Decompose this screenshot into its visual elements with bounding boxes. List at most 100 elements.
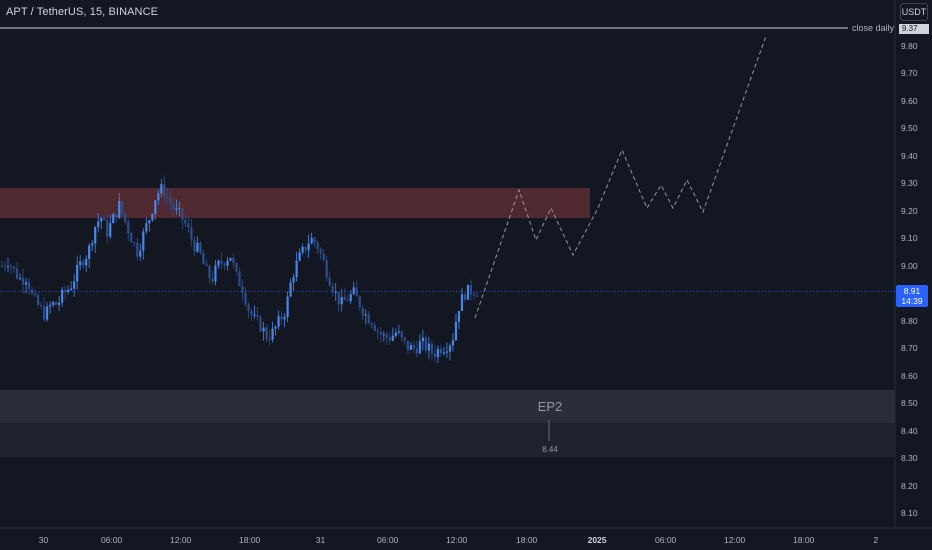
price-tick-label: 9.70: [901, 68, 918, 79]
candle-body: [241, 286, 244, 293]
candle-body: [361, 307, 364, 316]
candle-body: [52, 302, 55, 306]
candle-body: [358, 296, 361, 308]
candle-body: [61, 289, 64, 303]
time-tick-label: 06:00: [377, 535, 399, 545]
time-tick-label: 30: [38, 535, 49, 545]
candle-body: [100, 218, 103, 222]
candle-body: [277, 316, 280, 327]
candle-body: [76, 265, 79, 282]
candle-body: [39, 305, 43, 307]
candle-body: [457, 310, 461, 322]
candle-body: [244, 292, 247, 305]
symbol-title[interactable]: APT / TetherUS, 15, BINANCE: [6, 6, 159, 18]
candle-body: [3, 265, 7, 267]
time-tick-label: 18:00: [239, 535, 261, 545]
candle-body: [223, 263, 226, 266]
candle-body: [67, 289, 70, 293]
price-tick-label: 9.40: [901, 150, 918, 161]
candle-body: [463, 294, 467, 300]
candle-body: [112, 214, 115, 224]
candle-body: [472, 294, 476, 296]
time-tick-label: 12:00: [446, 535, 468, 545]
candle-body: [439, 348, 443, 354]
bar-countdown: 14:39: [901, 296, 923, 306]
candle-body: [421, 337, 424, 342]
candle-body: [280, 316, 283, 320]
candle-body: [64, 289, 67, 293]
candle-body: [193, 239, 196, 252]
candle-body: [379, 331, 382, 335]
candle-body: [124, 213, 127, 222]
ep2-zone-lower[interactable]: [0, 423, 895, 457]
candle-body: [391, 335, 394, 341]
candle-body: [322, 253, 325, 261]
candle-body: [337, 291, 340, 305]
candle-body: [178, 208, 181, 210]
candle-body: [208, 266, 211, 278]
candle-body: [9, 266, 13, 268]
candle-body: [238, 271, 241, 287]
candle-body: [109, 223, 112, 237]
candle-body: [169, 197, 172, 204]
ep2-zone-upper[interactable]: [0, 390, 895, 423]
candle-body: [36, 295, 40, 306]
candle-body: [256, 314, 259, 317]
last-price-tag: 8.91 14:39: [896, 285, 928, 307]
candle-body: [172, 203, 175, 210]
candle-body: [448, 345, 452, 352]
candle-body: [151, 213, 154, 221]
time-tick-label: 18:00: [516, 535, 538, 545]
price-tick-label: 9.80: [901, 41, 918, 51]
candle-body: [15, 268, 19, 279]
candle-body: [265, 327, 268, 340]
candle-body: [253, 314, 256, 316]
candle-body: [298, 252, 301, 261]
time-tick-label: 18:00: [793, 535, 815, 545]
candle-body: [388, 337, 391, 341]
candle-body: [289, 282, 292, 297]
currency-button[interactable]: USDT: [900, 3, 928, 21]
candle-body: [175, 208, 178, 210]
candle-body: [430, 343, 434, 354]
candle-body: [412, 345, 415, 349]
candle-body: [304, 246, 307, 251]
candle-body: [45, 306, 49, 320]
price-tick-label: 9.30: [901, 178, 918, 189]
candle-body: [127, 221, 130, 234]
candle-body: [415, 348, 418, 354]
candle-body: [292, 277, 295, 283]
candle-body: [91, 243, 94, 246]
candle-body: [148, 220, 151, 224]
price-tick-label: 9.10: [901, 233, 918, 244]
candle-body: [442, 352, 446, 354]
candle-body: [436, 348, 440, 358]
resistance-zone[interactable]: [0, 188, 590, 218]
candle-body: [316, 242, 319, 250]
candle-body: [475, 295, 479, 297]
projection-path[interactable]: [474, 35, 767, 319]
time-tick-label: 2: [873, 535, 879, 545]
candle-body: [97, 221, 100, 227]
candle-body: [385, 334, 388, 338]
price-tick-label: 9.50: [901, 123, 918, 134]
candle-body: [24, 282, 28, 285]
ep2-label: EP2: [537, 399, 563, 414]
candle-body: [451, 340, 455, 346]
candle-body: [274, 326, 277, 329]
candle-body: [346, 300, 349, 302]
candle-body: [310, 237, 313, 244]
candle-body: [49, 305, 52, 307]
candle-body: [103, 218, 106, 221]
candle-body: [133, 242, 136, 244]
candle-body: [259, 316, 262, 332]
candle-body: [55, 302, 58, 305]
candle-body: [283, 316, 286, 320]
candle-body: [73, 281, 76, 289]
close-daily-value: 9.37: [899, 24, 929, 34]
candle-body: [325, 260, 328, 278]
candle-body: [181, 208, 184, 220]
candle-body: [262, 327, 265, 332]
